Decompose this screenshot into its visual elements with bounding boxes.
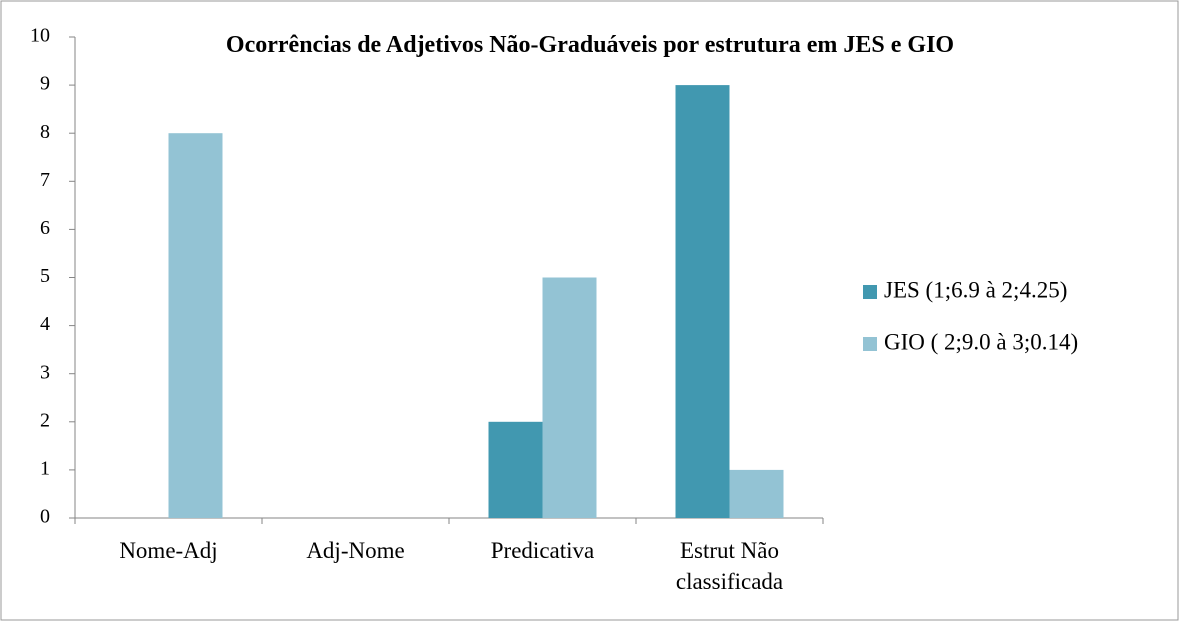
x-tick-label: Estrut Não classificada: [675, 538, 784, 594]
x-tick-label: Predicativa: [490, 538, 595, 563]
legend-label: GIO ( 2;9.0 à 3;0.14): [884, 329, 1078, 354]
legend-label: JES (1;6.9 à 2;4.25): [884, 277, 1067, 302]
x-tick-label: Adj-Nome: [306, 538, 405, 563]
bar: [542, 277, 597, 518]
bar: [488, 421, 543, 518]
y-tick-label: 8: [40, 121, 50, 143]
y-tick-label: 5: [40, 265, 50, 287]
x-tick-label: Nome-Adj: [119, 538, 218, 563]
y-tick-label: 3: [40, 361, 50, 383]
chart-title: Ocorrências de Adjetivos Não-Graduáveis …: [225, 32, 955, 58]
y-tick-label: 6: [40, 217, 50, 239]
legend-swatch: [863, 337, 877, 351]
bar: [168, 133, 223, 518]
bar: [729, 469, 784, 518]
y-tick-label: 10: [30, 25, 50, 47]
y-tick-label: 2: [40, 409, 50, 431]
y-tick-label: 1: [40, 457, 50, 479]
y-tick-label: 7: [40, 169, 50, 191]
y-tick-label: 0: [40, 506, 50, 528]
bar: [675, 85, 730, 518]
y-tick-label: 9: [40, 73, 50, 95]
legend-swatch: [863, 285, 877, 299]
y-tick-label: 4: [40, 313, 50, 335]
